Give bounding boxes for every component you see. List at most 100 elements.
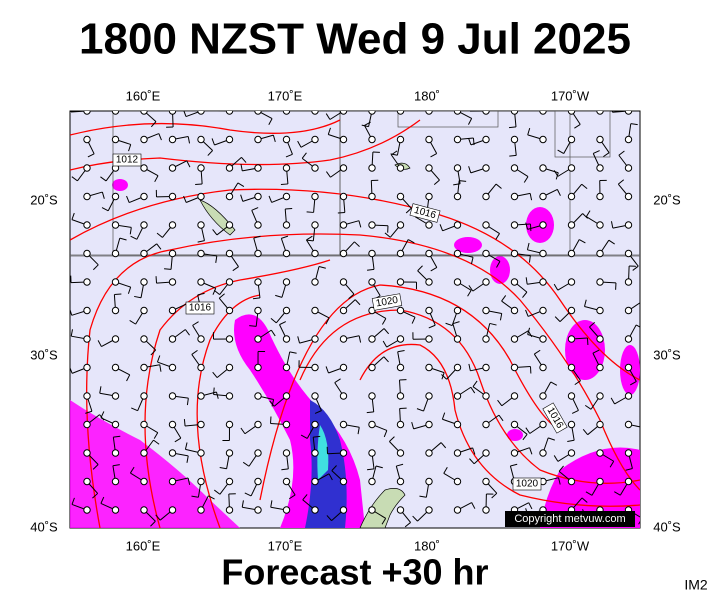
barb-station	[311, 477, 319, 486]
barb-feather	[439, 224, 444, 231]
barb-station	[539, 111, 547, 115]
barb-station	[425, 192, 433, 201]
barb-feather	[411, 316, 416, 324]
barb-station	[453, 278, 462, 286]
barb-feather	[70, 366, 73, 374]
barb-station	[83, 221, 91, 229]
barb-feather	[191, 349, 198, 355]
barb-feather	[328, 473, 333, 481]
barb-feather	[268, 195, 273, 203]
barb-feather	[97, 340, 102, 347]
barb-station	[368, 192, 376, 201]
barb-station	[140, 111, 148, 115]
barb-feather	[534, 349, 541, 355]
barb-feather	[306, 235, 313, 241]
barb-station	[140, 363, 148, 372]
barb-feather	[289, 351, 297, 354]
barb-station	[396, 135, 405, 144]
barb-station	[225, 221, 234, 229]
barb-station	[282, 392, 291, 400]
barb-station	[339, 249, 348, 258]
barb-station	[396, 221, 405, 229]
barb-station	[510, 420, 519, 429]
barb-station	[482, 449, 490, 457]
barb-station	[396, 363, 405, 372]
barb-feather	[218, 293, 225, 299]
barb-feather	[508, 126, 517, 129]
barb-feather	[381, 318, 387, 325]
barb-station	[510, 249, 519, 258]
barb-station	[510, 278, 519, 286]
lon-label-bottom: 160˚E	[126, 538, 161, 553]
barb-feather	[501, 295, 507, 302]
barb-feather	[325, 113, 331, 120]
barb-station	[311, 221, 319, 229]
barb-feather	[491, 492, 498, 499]
barb-station	[453, 221, 462, 229]
isobar-label: 1016	[185, 301, 215, 315]
barb-feather	[100, 496, 105, 504]
barb-feather	[585, 210, 591, 217]
barb-station	[83, 449, 91, 457]
barb-station	[311, 449, 319, 457]
barb-station	[83, 278, 91, 286]
barb-feather	[191, 495, 199, 498]
barb-feather	[285, 207, 293, 210]
barb-station	[140, 449, 148, 457]
barb-station	[425, 506, 433, 514]
barb-station	[510, 363, 519, 372]
barb-station	[368, 278, 376, 286]
barb-feather	[382, 340, 388, 348]
barb-feather	[468, 285, 474, 292]
barb-station	[596, 306, 604, 315]
barb-station	[596, 420, 604, 429]
barb-station	[624, 135, 633, 144]
barb-feather	[358, 335, 362, 343]
barb-station	[282, 111, 291, 115]
barb-feather	[268, 118, 273, 125]
barb-feather	[213, 289, 220, 295]
barb-station	[396, 164, 405, 172]
barb-feather	[354, 241, 360, 247]
barb-station	[596, 392, 604, 400]
barb-station	[111, 392, 120, 400]
barb-station	[254, 111, 262, 115]
barb-station	[282, 363, 291, 372]
barb-station	[482, 249, 490, 258]
barb-feather	[101, 99, 104, 105]
barb-feather	[285, 153, 293, 158]
barb-feather	[525, 222, 529, 230]
barb-feather	[525, 309, 529, 317]
barb-station	[140, 392, 148, 400]
barb-feather	[497, 399, 503, 407]
barb-station	[282, 420, 291, 429]
lon-label-top: 170˚W	[551, 88, 590, 103]
barb-feather	[381, 518, 387, 525]
barb-feather	[184, 442, 188, 450]
barb-feather	[208, 495, 215, 500]
barb-station	[368, 363, 376, 372]
barb-station	[453, 249, 462, 258]
barb-feather	[384, 232, 391, 238]
barb-station	[197, 278, 205, 286]
barb-station	[596, 449, 604, 457]
barb-feather	[134, 295, 142, 299]
barb-station	[111, 221, 120, 229]
barb-feather	[440, 442, 447, 449]
barb-station	[425, 306, 433, 315]
barb-feather	[192, 321, 199, 326]
lat-label-right: 20˚S	[653, 192, 681, 207]
barb-feather	[611, 111, 614, 113]
barb-station	[111, 278, 120, 286]
barb-station	[482, 135, 490, 144]
barb-station	[539, 335, 547, 343]
barb-station	[311, 278, 319, 286]
barb-station	[282, 306, 291, 315]
barb-station	[311, 249, 319, 258]
barb-feather	[389, 436, 395, 442]
barb-station	[83, 306, 91, 315]
barb-station	[425, 335, 433, 343]
barb-feather	[510, 463, 518, 467]
barb-station	[624, 278, 633, 286]
barb-feather	[523, 176, 529, 183]
